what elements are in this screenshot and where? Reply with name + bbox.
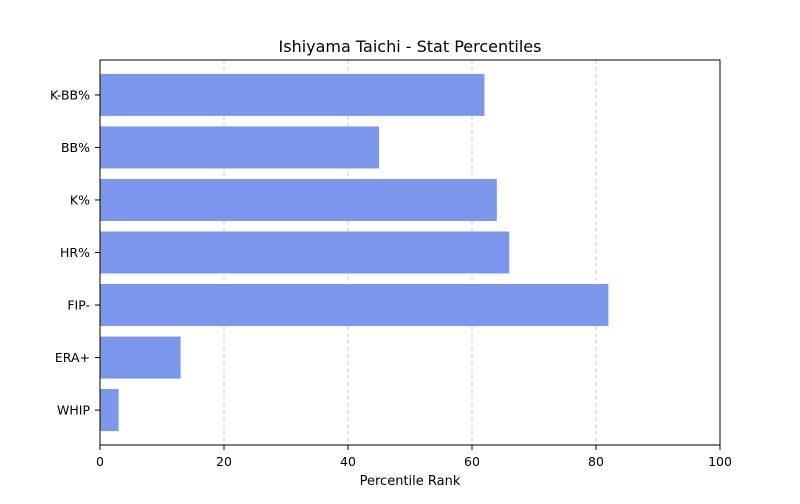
y-tick-label-2: K% bbox=[70, 192, 90, 207]
x-tick-label-100: 100 bbox=[708, 454, 732, 469]
bar-hr- bbox=[100, 231, 510, 274]
y-tick-label-5: ERA+ bbox=[55, 350, 90, 365]
bar-era- bbox=[100, 336, 181, 379]
bar-fip- bbox=[100, 284, 609, 327]
bar-k-bb- bbox=[100, 73, 485, 116]
x-tick-label-40: 40 bbox=[340, 454, 356, 469]
y-axis-ticks: K-BB% BB% K% HR% FIP- ERA+ WHIP bbox=[50, 87, 100, 418]
x-axis-label: Percentile Rank bbox=[360, 474, 461, 489]
x-tick-label-60: 60 bbox=[464, 454, 480, 469]
y-tick-label-3: HR% bbox=[60, 245, 90, 260]
chart-title: Ishiyama Taichi - Stat Percentiles bbox=[279, 37, 542, 56]
x-tick-label-80: 80 bbox=[588, 454, 604, 469]
y-tick-label-1: BB% bbox=[61, 140, 90, 155]
x-axis-ticks: 0 20 40 60 80 100 bbox=[96, 445, 732, 469]
x-tick-label-0: 0 bbox=[96, 454, 104, 469]
bars bbox=[100, 73, 609, 432]
y-tick-label-0: K-BB% bbox=[50, 87, 90, 102]
bar-bb- bbox=[100, 126, 379, 169]
bar-whip bbox=[100, 389, 119, 432]
y-tick-label-6: WHIP bbox=[57, 403, 90, 418]
bar-k- bbox=[100, 178, 497, 221]
y-tick-label-4: FIP- bbox=[67, 298, 90, 313]
x-tick-label-20: 20 bbox=[216, 454, 232, 469]
